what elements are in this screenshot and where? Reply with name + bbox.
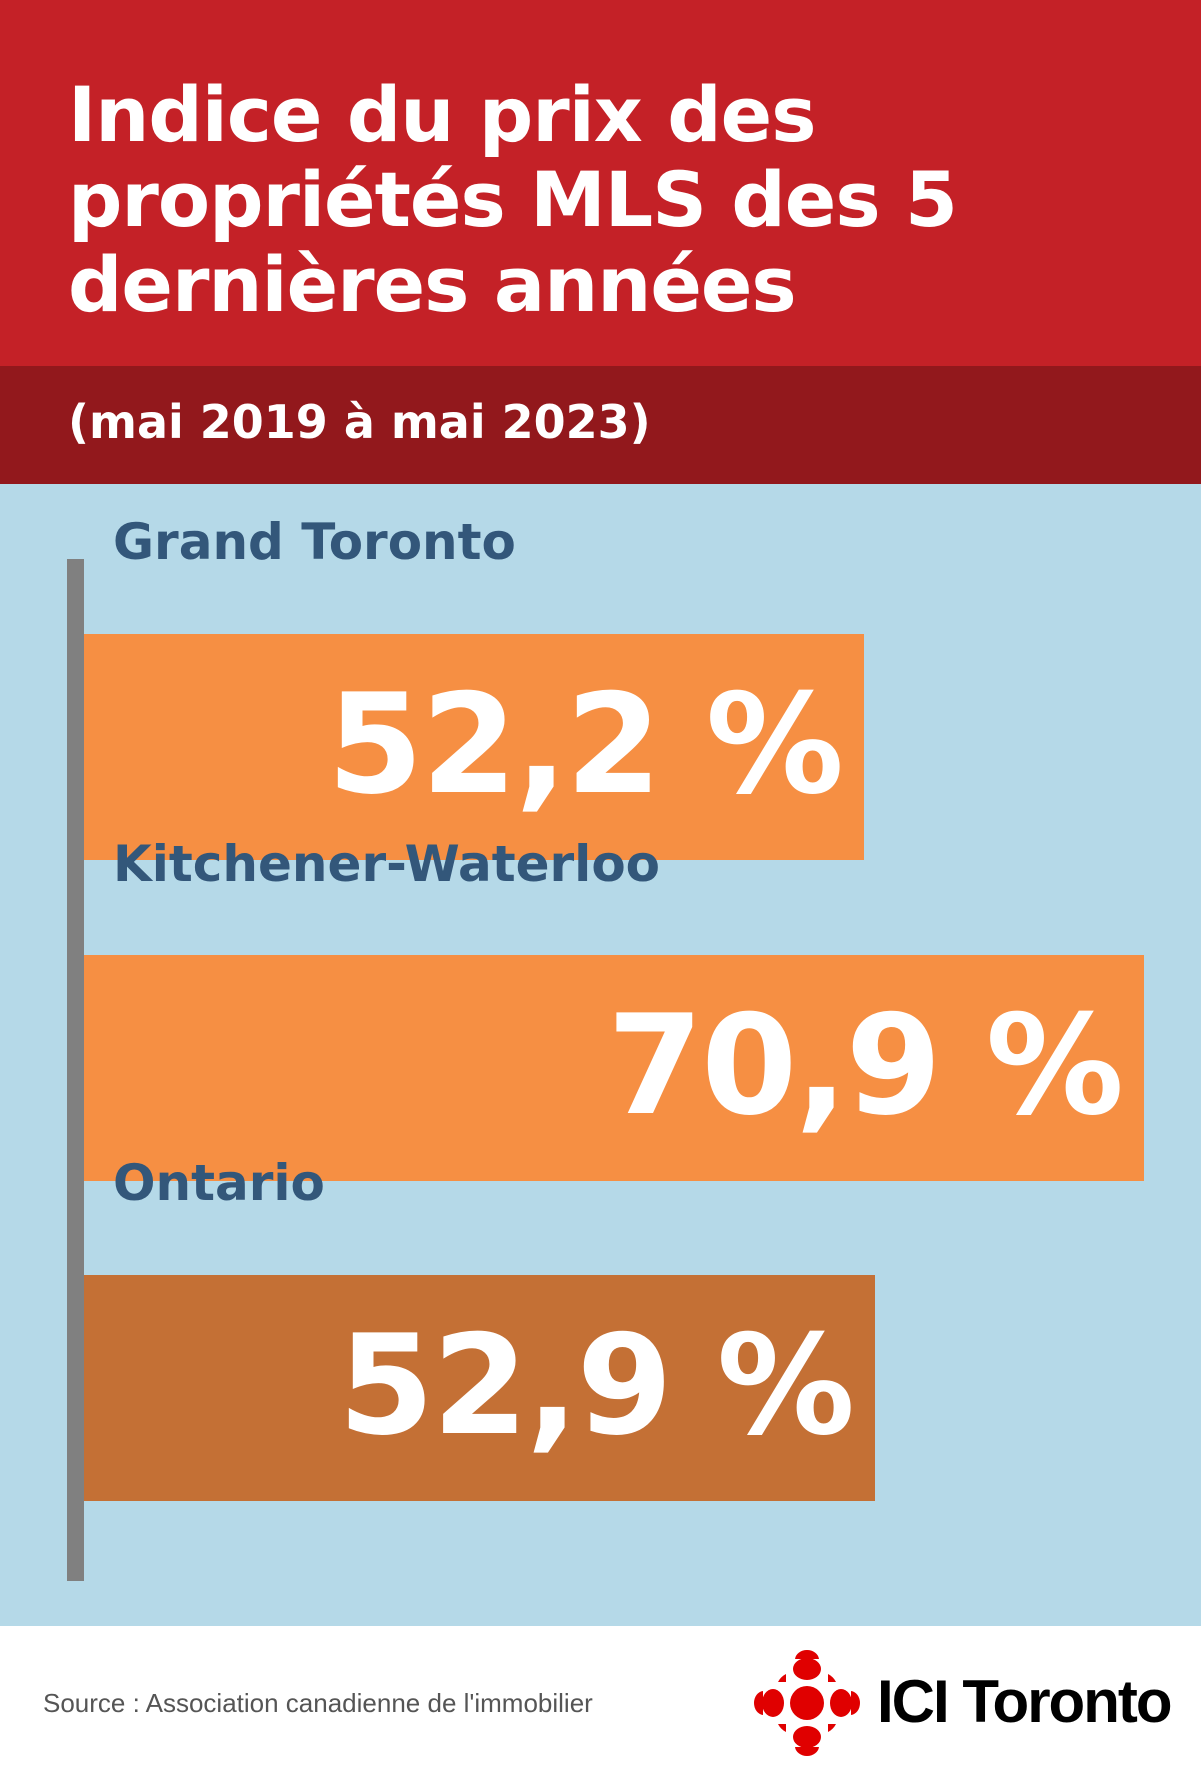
value-label-kitchener-waterloo: 70,9 % [607, 985, 1124, 1146]
brand-name: ICI Toronto [877, 1668, 1172, 1735]
category-label-kitchener-waterloo: Kitchener-Waterloo [113, 835, 661, 893]
bar-grand-toronto: 52,2 % [84, 634, 864, 860]
value-label-ontario: 52,9 % [338, 1305, 855, 1466]
category-label-grand-toronto: Grand Toronto [113, 513, 516, 571]
source-note: Source : Association canadienne de l'imm… [43, 1688, 593, 1718]
footer: Source : Association canadienne de l'imm… [0, 1626, 1201, 1779]
bar-kitchener-waterloo: 70,9 % [84, 955, 1144, 1181]
header: Indice du prix des propriétés MLS des 5 … [0, 0, 1201, 366]
radio-canada-gem-icon [753, 1649, 861, 1757]
category-label-ontario: Ontario [113, 1154, 325, 1212]
chart-area: Grand Toronto 52,2 % Kitchener-Waterloo … [0, 484, 1201, 1626]
chart-subtitle: (mai 2019 à mai 2023) [68, 395, 651, 449]
value-label-grand-toronto: 52,2 % [327, 664, 844, 825]
bar-ontario: 52,9 % [84, 1275, 875, 1501]
y-axis-line [67, 559, 84, 1581]
chart-title: Indice du prix des propriétés MLS des 5 … [68, 70, 958, 329]
subheader: (mai 2019 à mai 2023) [0, 366, 1201, 484]
